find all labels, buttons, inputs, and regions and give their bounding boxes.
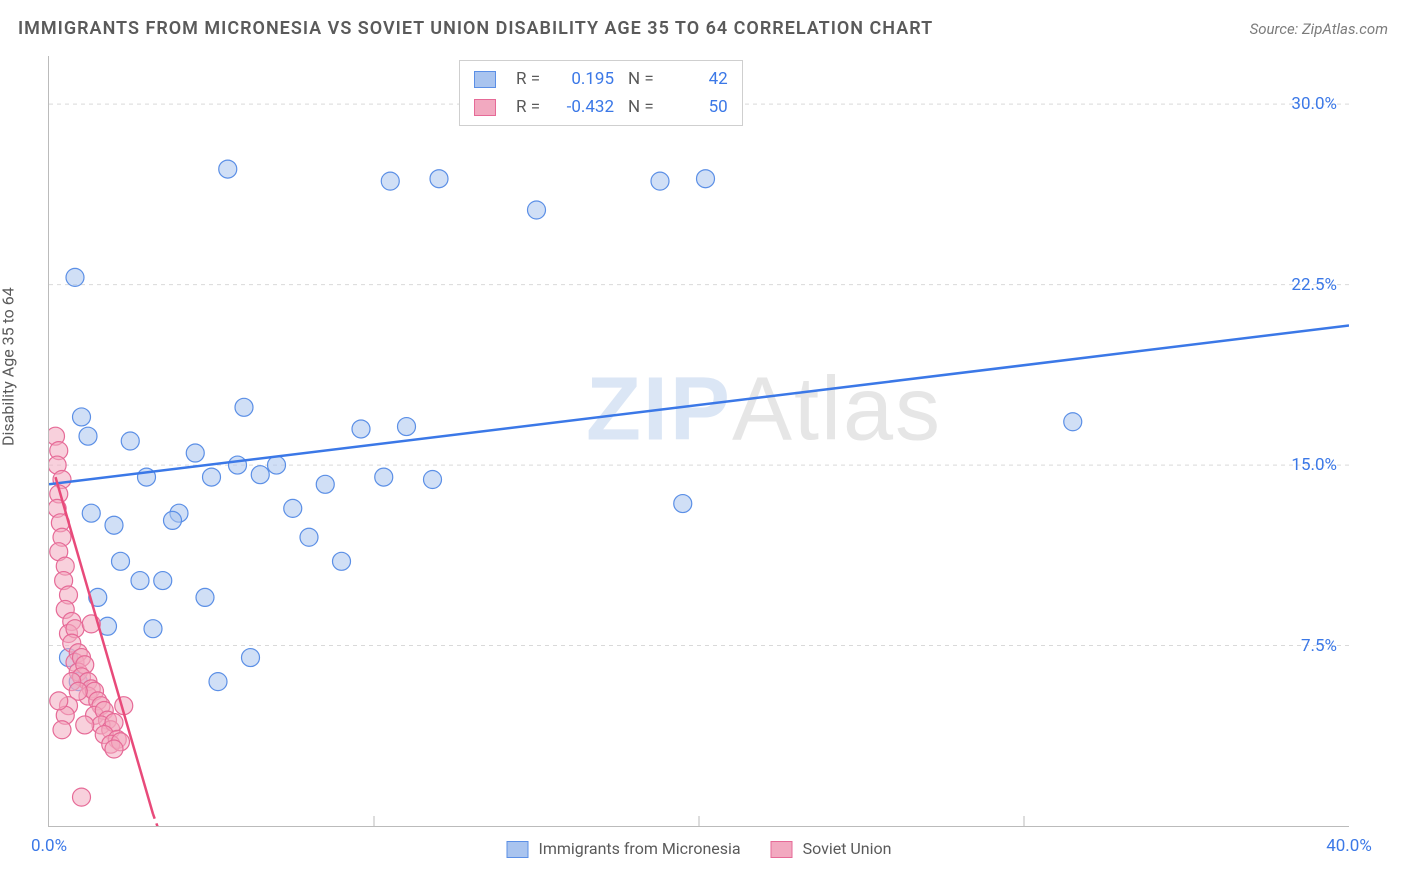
- swatch-pink-icon: [474, 99, 496, 116]
- data-point-blue: [424, 471, 442, 489]
- data-point-blue: [316, 475, 334, 493]
- y-tick-label: 15.0%: [1291, 455, 1337, 475]
- data-point-blue: [251, 466, 269, 484]
- data-point-blue: [697, 170, 715, 188]
- x-tick-left: 0.0%: [31, 836, 67, 856]
- data-point-blue: [203, 468, 221, 486]
- data-point-blue: [284, 499, 302, 517]
- stat-r-blue: 0.195: [554, 65, 614, 93]
- data-point-pink: [76, 716, 94, 734]
- data-point-blue: [121, 432, 139, 450]
- plot-area: ZIPAtlas R = 0.195 N = 42 R = -0.432 N =…: [48, 56, 1349, 827]
- stats-row-pink: R = -0.432 N = 50: [474, 93, 728, 121]
- data-point-blue: [209, 673, 227, 691]
- y-axis-label: Disability Age 35 to 64: [0, 287, 18, 446]
- legend-item-blue: Immigrants from Micronesia: [507, 839, 741, 858]
- swatch-blue-icon: [474, 71, 496, 88]
- data-point-blue: [186, 444, 204, 462]
- data-point-blue: [242, 649, 260, 667]
- data-point-blue: [381, 172, 399, 190]
- data-point-blue: [398, 418, 416, 436]
- data-point-blue: [82, 504, 100, 522]
- data-point-blue: [164, 511, 182, 529]
- legend-swatch-blue-icon: [507, 841, 529, 858]
- trendline-pink-dash: [153, 814, 179, 826]
- stats-legend: R = 0.195 N = 42 R = -0.432 N = 50: [459, 60, 743, 126]
- data-point-blue: [144, 620, 162, 638]
- data-point-blue: [300, 528, 318, 546]
- stats-row-blue: R = 0.195 N = 42: [474, 65, 728, 93]
- data-point-blue: [352, 420, 370, 438]
- data-point-pink: [73, 788, 91, 806]
- data-point-blue: [268, 456, 286, 474]
- data-point-blue: [333, 552, 351, 570]
- data-point-blue: [154, 572, 172, 590]
- legend-item-pink: Soviet Union: [771, 839, 892, 858]
- y-tick-label: 30.0%: [1291, 94, 1337, 114]
- data-point-blue: [112, 552, 130, 570]
- y-tick-label: 22.5%: [1291, 275, 1337, 295]
- stat-n-label: N =: [628, 93, 654, 121]
- data-point-blue: [235, 398, 253, 416]
- data-point-pink: [53, 721, 71, 739]
- bottom-legend: Immigrants from Micronesia Soviet Union: [507, 839, 892, 858]
- y-tick-label: 7.5%: [1301, 636, 1337, 656]
- data-point-pink: [50, 692, 68, 710]
- legend-label-pink: Soviet Union: [803, 839, 892, 858]
- data-point-blue: [219, 160, 237, 178]
- source-label: Source: ZipAtlas.com: [1250, 20, 1388, 38]
- stat-n-blue: 42: [668, 65, 728, 93]
- data-point-blue: [674, 495, 692, 513]
- stat-r-label: R =: [516, 93, 540, 121]
- stat-r-label: R =: [516, 65, 540, 93]
- data-point-blue: [73, 408, 91, 426]
- legend-swatch-pink-icon: [771, 841, 793, 858]
- stat-n-label: N =: [628, 65, 654, 93]
- chart-title: IMMIGRANTS FROM MICRONESIA VS SOVIET UNI…: [18, 18, 933, 39]
- data-point-blue: [375, 468, 393, 486]
- data-point-blue: [105, 516, 123, 534]
- data-point-blue: [229, 456, 247, 474]
- data-point-blue: [651, 172, 669, 190]
- data-point-blue: [430, 170, 448, 188]
- data-point-pink: [105, 740, 123, 758]
- stat-n-pink: 50: [668, 93, 728, 121]
- data-point-blue: [196, 588, 214, 606]
- data-point-blue: [528, 201, 546, 219]
- data-point-blue: [131, 572, 149, 590]
- legend-label-blue: Immigrants from Micronesia: [538, 839, 740, 858]
- data-point-blue: [1064, 413, 1082, 431]
- data-point-blue: [79, 427, 97, 445]
- data-point-blue: [66, 268, 84, 286]
- x-tick-right: 40.0%: [1326, 836, 1372, 856]
- stat-r-pink: -0.432: [554, 93, 614, 121]
- chart-svg: [49, 56, 1349, 826]
